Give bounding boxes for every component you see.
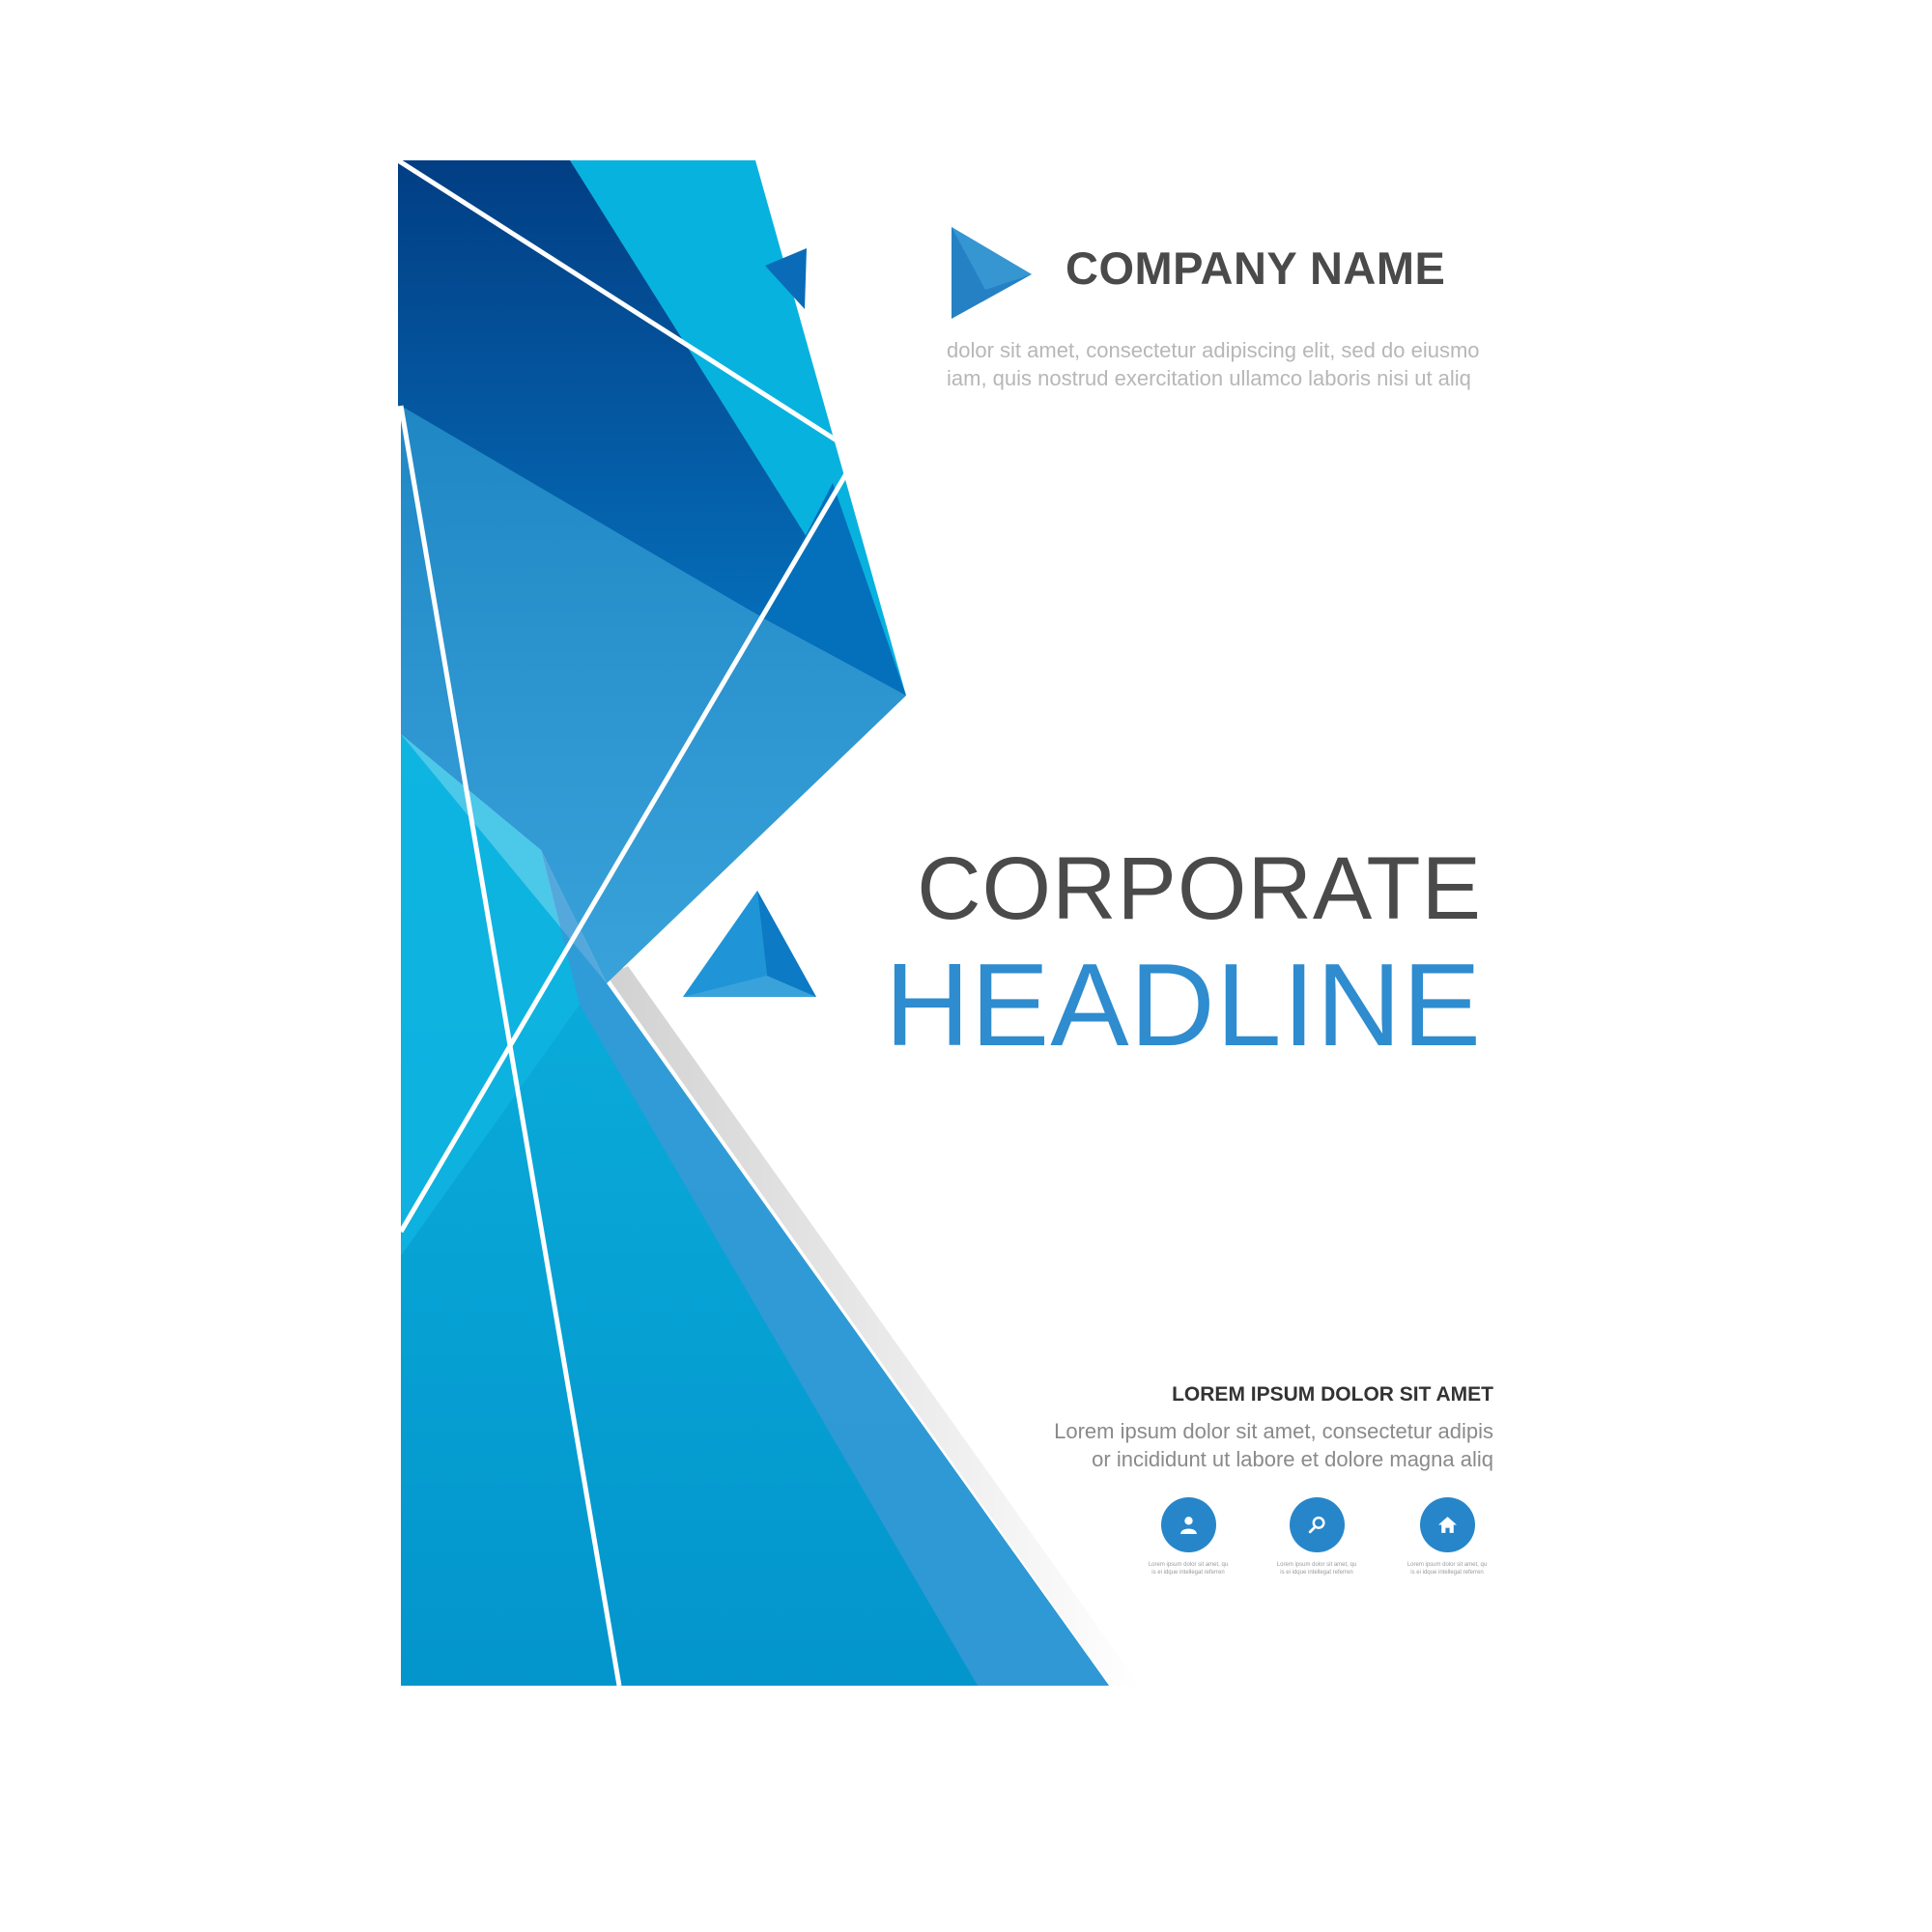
feature-caption-line: Lorem ipsum dolor sit amet, qu — [1148, 1562, 1229, 1568]
headline-corporate: CORPORATE — [917, 839, 1482, 938]
white-lines — [396, 157, 861, 1687]
tagline-line: iam, quis nostrud exercitation ullamco l… — [947, 366, 1471, 390]
section-heading: LOREM IPSUM DOLOR SIT AMET — [1172, 1383, 1493, 1406]
feature-search: Lorem ipsum dolor sit amet, qu is ei idq… — [1264, 1497, 1370, 1584]
feature-caption-line: is ei idque intellegat referren — [1151, 1570, 1225, 1576]
search-icon — [1290, 1497, 1345, 1552]
tagline-line: dolor sit amet, consectetur adipiscing e… — [947, 338, 1480, 362]
feature-caption: Lorem ipsum dolor sit amet, qu is ei idq… — [1135, 1561, 1241, 1577]
top-dark-panel — [398, 160, 906, 696]
feature-caption: Lorem ipsum dolor sit amet, qu is ei idq… — [1264, 1561, 1370, 1577]
feature-caption-line: is ei idque intellegat referren — [1280, 1570, 1353, 1576]
company-name: COMPANY NAME — [1065, 242, 1446, 294]
feature-caption-line: is ei idque intellegat referren — [1410, 1570, 1484, 1576]
left-light-strip — [401, 734, 580, 1256]
headline-main: HEADLINE — [884, 939, 1482, 1070]
small-top-triangle — [765, 248, 807, 309]
middle-dark-wedge — [763, 483, 906, 696]
feature-caption-line: Lorem ipsum dolor sit amet, qu — [1406, 1562, 1488, 1568]
home-icon — [1420, 1497, 1475, 1552]
floating-pyramid-shade — [757, 891, 816, 997]
feature-caption-line: Lorem ipsum dolor sit amet, qu — [1276, 1562, 1357, 1568]
middle-blue-panel — [401, 406, 906, 983]
user-icon — [1161, 1497, 1216, 1552]
company-tagline: dolor sit amet, consectetur adipiscing e… — [947, 336, 1488, 392]
feature-home: Lorem ipsum dolor sit amet, qu is ei idq… — [1394, 1497, 1500, 1584]
floating-pyramid-light — [683, 891, 767, 997]
feature-caption: Lorem ipsum dolor sit amet, qu is ei idq… — [1394, 1561, 1500, 1577]
section-body-line: or incididunt ut labore et dolore magna … — [1092, 1447, 1493, 1471]
section-body-line: Lorem ipsum dolor sit amet, consectetur … — [1054, 1419, 1493, 1443]
logo-play-triangle-highlight — [952, 227, 1032, 290]
edge-shadow — [607, 966, 1140, 1686]
section-body: Lorem ipsum dolor sit amet, consectetur … — [1054, 1417, 1493, 1473]
feature-user: Lorem ipsum dolor sit amet, qu is ei idq… — [1135, 1497, 1241, 1584]
